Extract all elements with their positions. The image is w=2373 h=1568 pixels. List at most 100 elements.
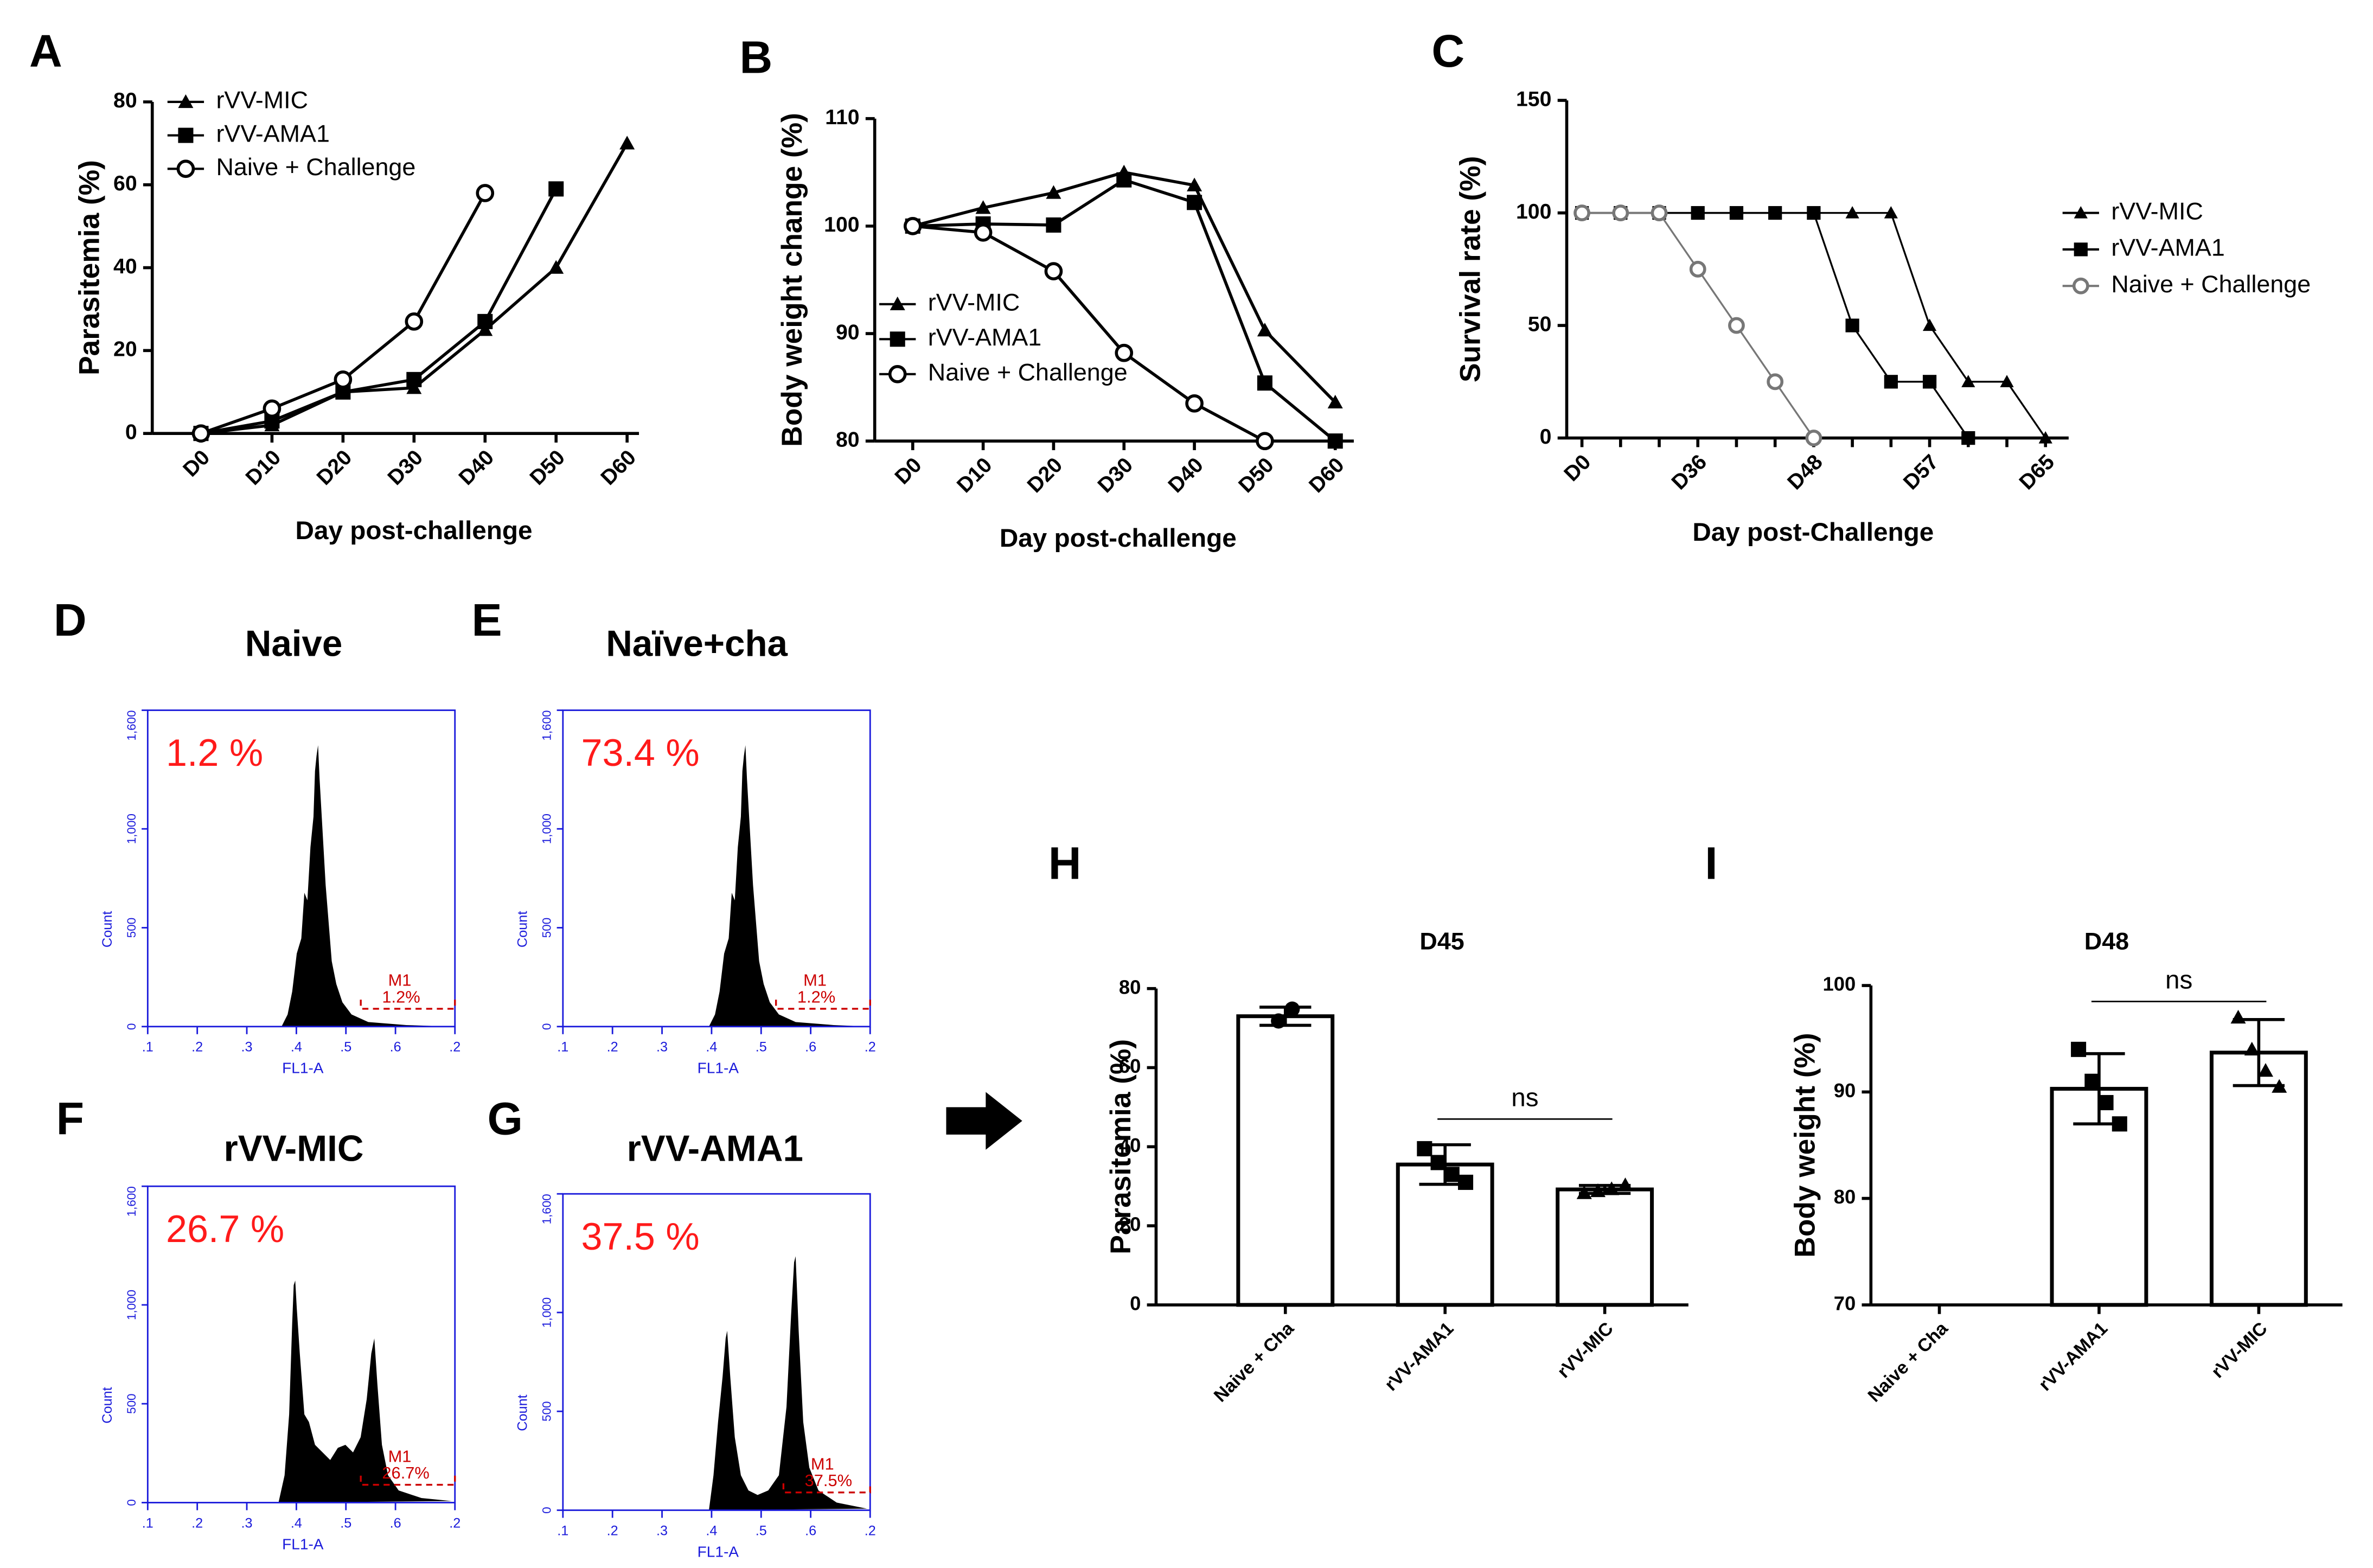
marker [1046,217,1061,233]
legend-label: rVV-MIC [928,289,1020,316]
series-line [1582,212,1815,439]
marker [1617,1177,1633,1192]
marker [903,217,922,235]
x-tick-label: .3 [656,1523,668,1538]
marker [1691,206,1705,220]
y-tick-label: 1,600 [125,1186,138,1217]
legend-marker [890,296,905,311]
x-tick-label: D48 [1783,450,1827,494]
marker [1116,172,1132,188]
x-tick-label: D30 [383,445,427,490]
marker [2098,1095,2114,1110]
marker [1884,375,1898,389]
legend-label: Naive + Challenge [928,359,1128,386]
x-tick-label: .6 [390,1040,401,1055]
marker [1257,375,1272,391]
marker [477,313,493,329]
y-tick-label: 500 [540,918,554,938]
y-tick-label: 1,600 [540,1194,554,1224]
marker [1651,204,1668,221]
y-tick-label: 20 [1119,1213,1141,1236]
y-axis-label: Parasitemia (%) [1105,1039,1137,1255]
x-tick-label: .6 [805,1523,816,1538]
marker [548,181,564,197]
plot-frame [146,1185,456,1503]
marker [1185,394,1204,413]
marker [2230,1009,2246,1024]
x-tick-label: .1 [557,1523,568,1538]
legend-marker [890,331,905,347]
x-axis-label: Day post-Challenge [1692,518,1934,547]
x-tick-label: D60 [1304,453,1349,497]
panel-letter: G [488,1093,523,1144]
x-tick-label: .5 [756,1523,767,1538]
panel-title: Naïve+cha [606,624,788,664]
legend-marker [2074,206,2088,219]
bar [2050,1086,2148,1307]
bar [1556,1187,1654,1307]
x-tick-label: D0 [1559,450,1596,486]
legend-marker [2072,277,2089,295]
x-tick-label: Naive + Cha [1210,1319,1298,1406]
x-tick-label: .1 [142,1040,153,1055]
y-axis-label: Body weight (%) [1789,1033,1821,1257]
x-tick-label: D50 [525,445,570,490]
x-tick-label: D20 [1022,453,1067,497]
legend-marker [888,364,907,383]
marker [1284,1001,1300,1017]
panel-letter: F [56,1093,84,1144]
chart-title: D48 [2084,927,2129,955]
annotation: ns [1511,1083,1538,1112]
marker [1576,1185,1592,1199]
marker [2038,431,2052,444]
y-tick-label: 0 [125,420,137,444]
y-tick-label: 80 [836,428,860,452]
marker [619,136,635,150]
panel-letter: H [1048,838,1082,889]
x-tick-label: D36 [1667,450,1711,494]
chart-title: D45 [1419,927,1464,955]
panel-title: Naive [245,624,343,664]
y-tick-label: 1,000 [540,1297,554,1328]
x-tick-label: rVV-AMA1 [1381,1319,1457,1395]
y-tick-label: 0 [125,1023,138,1030]
x-tick-label: .1 [557,1040,568,1055]
marker [1430,1155,1446,1170]
x-tick-label: .5 [340,1040,351,1055]
x-tick-label: .6 [805,1040,816,1055]
y-tick-label: 150 [1516,87,1552,111]
x-tick-label: .3 [241,1040,253,1055]
x-axis-label: FL1-A [698,1543,739,1560]
y-tick-label: 90 [1834,1079,1856,1102]
legend-label: Naive + Challenge [216,153,416,181]
x-tick-label: D40 [1163,453,1208,497]
legend-label: Naive + Challenge [2111,270,2311,298]
bar [1396,1162,1494,1307]
gate-marker [775,1000,871,1010]
gate-value-label: 1.2% [797,987,835,1006]
y-tick-label: 100 [1516,200,1552,223]
marker [1768,206,1782,220]
x-tick-label: D30 [1093,453,1137,497]
y-axis-label: Body weight change (%) [776,113,808,447]
y-tick-label: 40 [1119,1134,1141,1156]
marker [1961,375,1975,387]
y-axis-label: Parasitemia (%) [74,160,106,375]
annotation: ns [2165,966,2192,995]
x-tick-label: .2 [191,1040,203,1055]
y-tick-label: 80 [113,88,137,112]
annotation: 73.4 % [581,732,699,774]
x-tick-label: D10 [952,453,996,497]
series-line [200,188,558,435]
marker [1884,206,1898,219]
x-tick-label: D0 [178,445,215,482]
y-axis-label: Survival rate (%) [1455,156,1487,382]
x-tick-label: rVV-MIC [1553,1319,1617,1382]
y-tick-label: 100 [824,213,860,236]
panel-letter: B [740,31,773,82]
marker [1327,433,1343,449]
x-axis-label: FL1-A [698,1060,739,1077]
marker [1327,394,1343,409]
x-tick-label: .6 [390,1515,401,1531]
